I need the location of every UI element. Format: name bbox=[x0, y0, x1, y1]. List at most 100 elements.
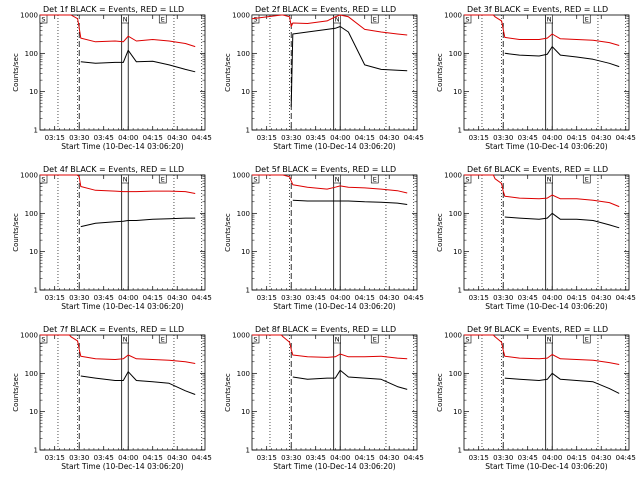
x-tick-label: 03:30 bbox=[493, 294, 513, 302]
red-series-line bbox=[464, 14, 620, 46]
marker-box bbox=[370, 174, 379, 184]
marker-label: S bbox=[465, 16, 469, 24]
y-tick-label: 1000 bbox=[232, 332, 250, 340]
x-tick-label: 03:15 bbox=[45, 454, 65, 462]
marker-box bbox=[158, 14, 167, 24]
red-series-line bbox=[464, 174, 620, 208]
plot-frame bbox=[251, 334, 418, 451]
y-tick-label: 1000 bbox=[20, 12, 38, 20]
det-panel-3: Det 3f BLACK = Events, RED = LLD 1 10 100 10… bbox=[436, 5, 636, 151]
red-series-line bbox=[251, 14, 408, 36]
red-series-line bbox=[40, 174, 196, 194]
marker-label: N bbox=[547, 16, 552, 24]
y-tick-label: 1 bbox=[458, 127, 462, 135]
y-tick-label: 10 bbox=[453, 408, 462, 416]
plot-frame bbox=[463, 14, 630, 131]
det-panel-1: Det 1f BLACK = Events, RED = LLD 1 10 100 10… bbox=[12, 5, 212, 151]
det-panel-4: Det 4f BLACK = Events, RED = LLD 1 10 100 10… bbox=[12, 165, 212, 311]
x-tick-label: 03:30 bbox=[493, 134, 513, 142]
y-tick-label: 10 bbox=[29, 88, 38, 96]
x-tick-label: 03:45 bbox=[518, 294, 538, 302]
x-tick-label: 03:15 bbox=[469, 134, 489, 142]
interval-box bbox=[121, 334, 129, 451]
x-tick-label: 03:45 bbox=[518, 454, 538, 462]
x-tick-label: 04:00 bbox=[542, 294, 562, 302]
x-tick-label: 04:15 bbox=[355, 294, 375, 302]
x-tick-label: 04:45 bbox=[616, 454, 636, 462]
marker-label: E bbox=[585, 176, 589, 184]
x-tick-label: 04:45 bbox=[404, 294, 424, 302]
x-axis-label: Start Time (10-Dec-14 03:06:20) bbox=[485, 462, 607, 471]
x-tick-label: 03:15 bbox=[469, 294, 489, 302]
x-tick-label: 04:15 bbox=[567, 454, 587, 462]
y-tick-label: 100 bbox=[237, 50, 250, 58]
panel-title: Det 3f BLACK = Events, RED = LLD bbox=[467, 5, 608, 14]
marker-label: E bbox=[373, 176, 377, 184]
marker-label: N bbox=[123, 16, 128, 24]
interval-box bbox=[545, 14, 553, 131]
x-tick-label: 04:15 bbox=[355, 134, 375, 142]
x-tick-label: 04:30 bbox=[167, 294, 187, 302]
interval-box bbox=[333, 14, 341, 131]
interval-box bbox=[545, 334, 553, 451]
x-tick-label: 03:30 bbox=[493, 454, 513, 462]
marker-label: N bbox=[123, 336, 128, 344]
y-axis-label: Counts/sec bbox=[12, 53, 20, 92]
x-axis-label: Start Time (10-Dec-14 03:06:20) bbox=[273, 142, 395, 151]
marker-label: S bbox=[41, 336, 45, 344]
y-tick-label: 10 bbox=[241, 88, 250, 96]
x-tick-label: 04:30 bbox=[167, 134, 187, 142]
x-tick-label: 04:45 bbox=[404, 454, 424, 462]
y-tick-label: 1 bbox=[34, 447, 38, 455]
panel-title: Det 6f BLACK = Events, RED = LLD bbox=[467, 165, 608, 174]
panel-title: Det 9f BLACK = Events, RED = LLD bbox=[467, 325, 608, 334]
marker-label: N bbox=[335, 336, 340, 344]
black-series-line bbox=[80, 49, 196, 73]
y-tick-label: 10 bbox=[453, 88, 462, 96]
y-tick-label: 100 bbox=[237, 210, 250, 218]
x-tick-label: 03:45 bbox=[306, 454, 326, 462]
marker-label: S bbox=[41, 16, 45, 24]
x-tick-label: 04:00 bbox=[330, 294, 350, 302]
y-tick-label: 1 bbox=[34, 287, 38, 295]
x-tick-label: 04:15 bbox=[143, 294, 163, 302]
marker-box bbox=[158, 174, 167, 184]
x-tick-label: 03:15 bbox=[45, 134, 65, 142]
marker-label: N bbox=[547, 176, 552, 184]
marker-box bbox=[370, 14, 379, 24]
marker-label: E bbox=[373, 336, 377, 344]
x-tick-label: 04:30 bbox=[167, 454, 187, 462]
black-series-line bbox=[504, 372, 620, 394]
x-tick-label: 04:00 bbox=[118, 454, 138, 462]
x-tick-label: 03:45 bbox=[306, 134, 326, 142]
plot-frame bbox=[39, 14, 206, 131]
y-tick-label: 1000 bbox=[20, 172, 38, 180]
y-tick-label: 1000 bbox=[20, 332, 38, 340]
y-tick-label: 10 bbox=[29, 248, 38, 256]
panel-title: Det 8f BLACK = Events, RED = LLD bbox=[255, 325, 396, 334]
plot-frame bbox=[39, 334, 206, 451]
y-axis-label: Counts/sec bbox=[436, 213, 444, 252]
x-axis-label: Start Time (10-Dec-14 03:06:20) bbox=[61, 302, 183, 311]
y-tick-label: 1000 bbox=[232, 172, 250, 180]
x-tick-label: 03:15 bbox=[257, 134, 277, 142]
y-tick-label: 1000 bbox=[232, 12, 250, 20]
interval-box bbox=[121, 174, 129, 291]
red-series-line bbox=[252, 334, 408, 360]
interval-box bbox=[121, 14, 129, 131]
x-tick-label: 04:30 bbox=[591, 134, 611, 142]
det-panel-8: Det 8f BLACK = Events, RED = LLD 1 10 100 10… bbox=[224, 325, 424, 471]
black-series-line bbox=[504, 212, 620, 229]
y-tick-label: 1 bbox=[34, 127, 38, 135]
panel-title: Det 5f BLACK = Events, RED = LLD bbox=[255, 165, 396, 174]
red-series-line bbox=[464, 334, 620, 365]
y-tick-label: 10 bbox=[241, 408, 250, 416]
black-series-line bbox=[290, 26, 408, 107]
panel-title: Det 2f BLACK = Events, RED = LLD bbox=[255, 5, 396, 14]
x-tick-label: 03:45 bbox=[306, 294, 326, 302]
y-tick-label: 10 bbox=[241, 248, 250, 256]
marker-label: E bbox=[161, 16, 165, 24]
y-tick-label: 100 bbox=[237, 370, 250, 378]
x-axis-label: Start Time (10-Dec-14 03:06:20) bbox=[485, 302, 607, 311]
plot-frame bbox=[39, 174, 206, 291]
